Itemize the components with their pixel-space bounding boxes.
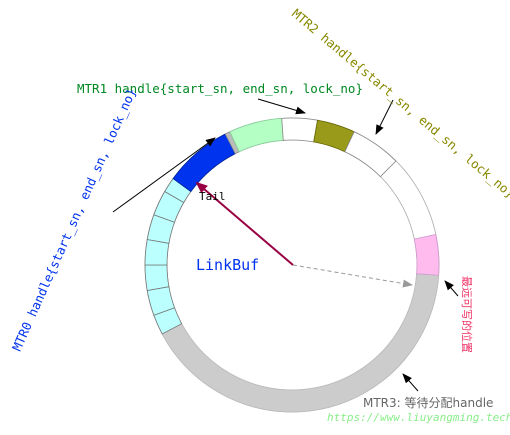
ring-segment-writable xyxy=(413,233,440,276)
mtr2-arrow xyxy=(375,99,394,135)
ring-segment-mtr0-3 xyxy=(144,239,170,266)
mtr1-arrow xyxy=(257,98,306,115)
ring-buffer xyxy=(144,117,440,413)
ring-segment-empty-2 xyxy=(344,131,397,178)
writable-dashed-arrow xyxy=(292,264,413,288)
writable-arrow xyxy=(444,280,459,297)
ring-segment-mtr0-2 xyxy=(144,264,170,291)
mtr0-label: MTR0 handle{start_sn, end_sn, lock_no} xyxy=(9,86,139,353)
writable-label: 最远可写的位置 xyxy=(460,276,474,353)
mtr3-arrow xyxy=(402,373,419,392)
mtr1-label: MTR1 handle{start_sn, end_sn, lock_no} xyxy=(77,81,363,96)
center-label: LinkBuf xyxy=(196,256,259,274)
ring-segment-empty-1 xyxy=(281,117,318,143)
ring-segment-mtr1 xyxy=(229,117,284,153)
tail-pointer-arrow xyxy=(195,181,294,266)
ring-segment-waiting xyxy=(161,273,440,413)
mtr3-label: MTR3: 等待分配handle xyxy=(363,396,493,410)
ring-segment-blue xyxy=(172,133,236,193)
watermark: https://www.liuyangming.tech/ xyxy=(327,411,510,424)
mtr0-arrow xyxy=(112,137,216,213)
tail-label: Tail xyxy=(199,190,226,203)
